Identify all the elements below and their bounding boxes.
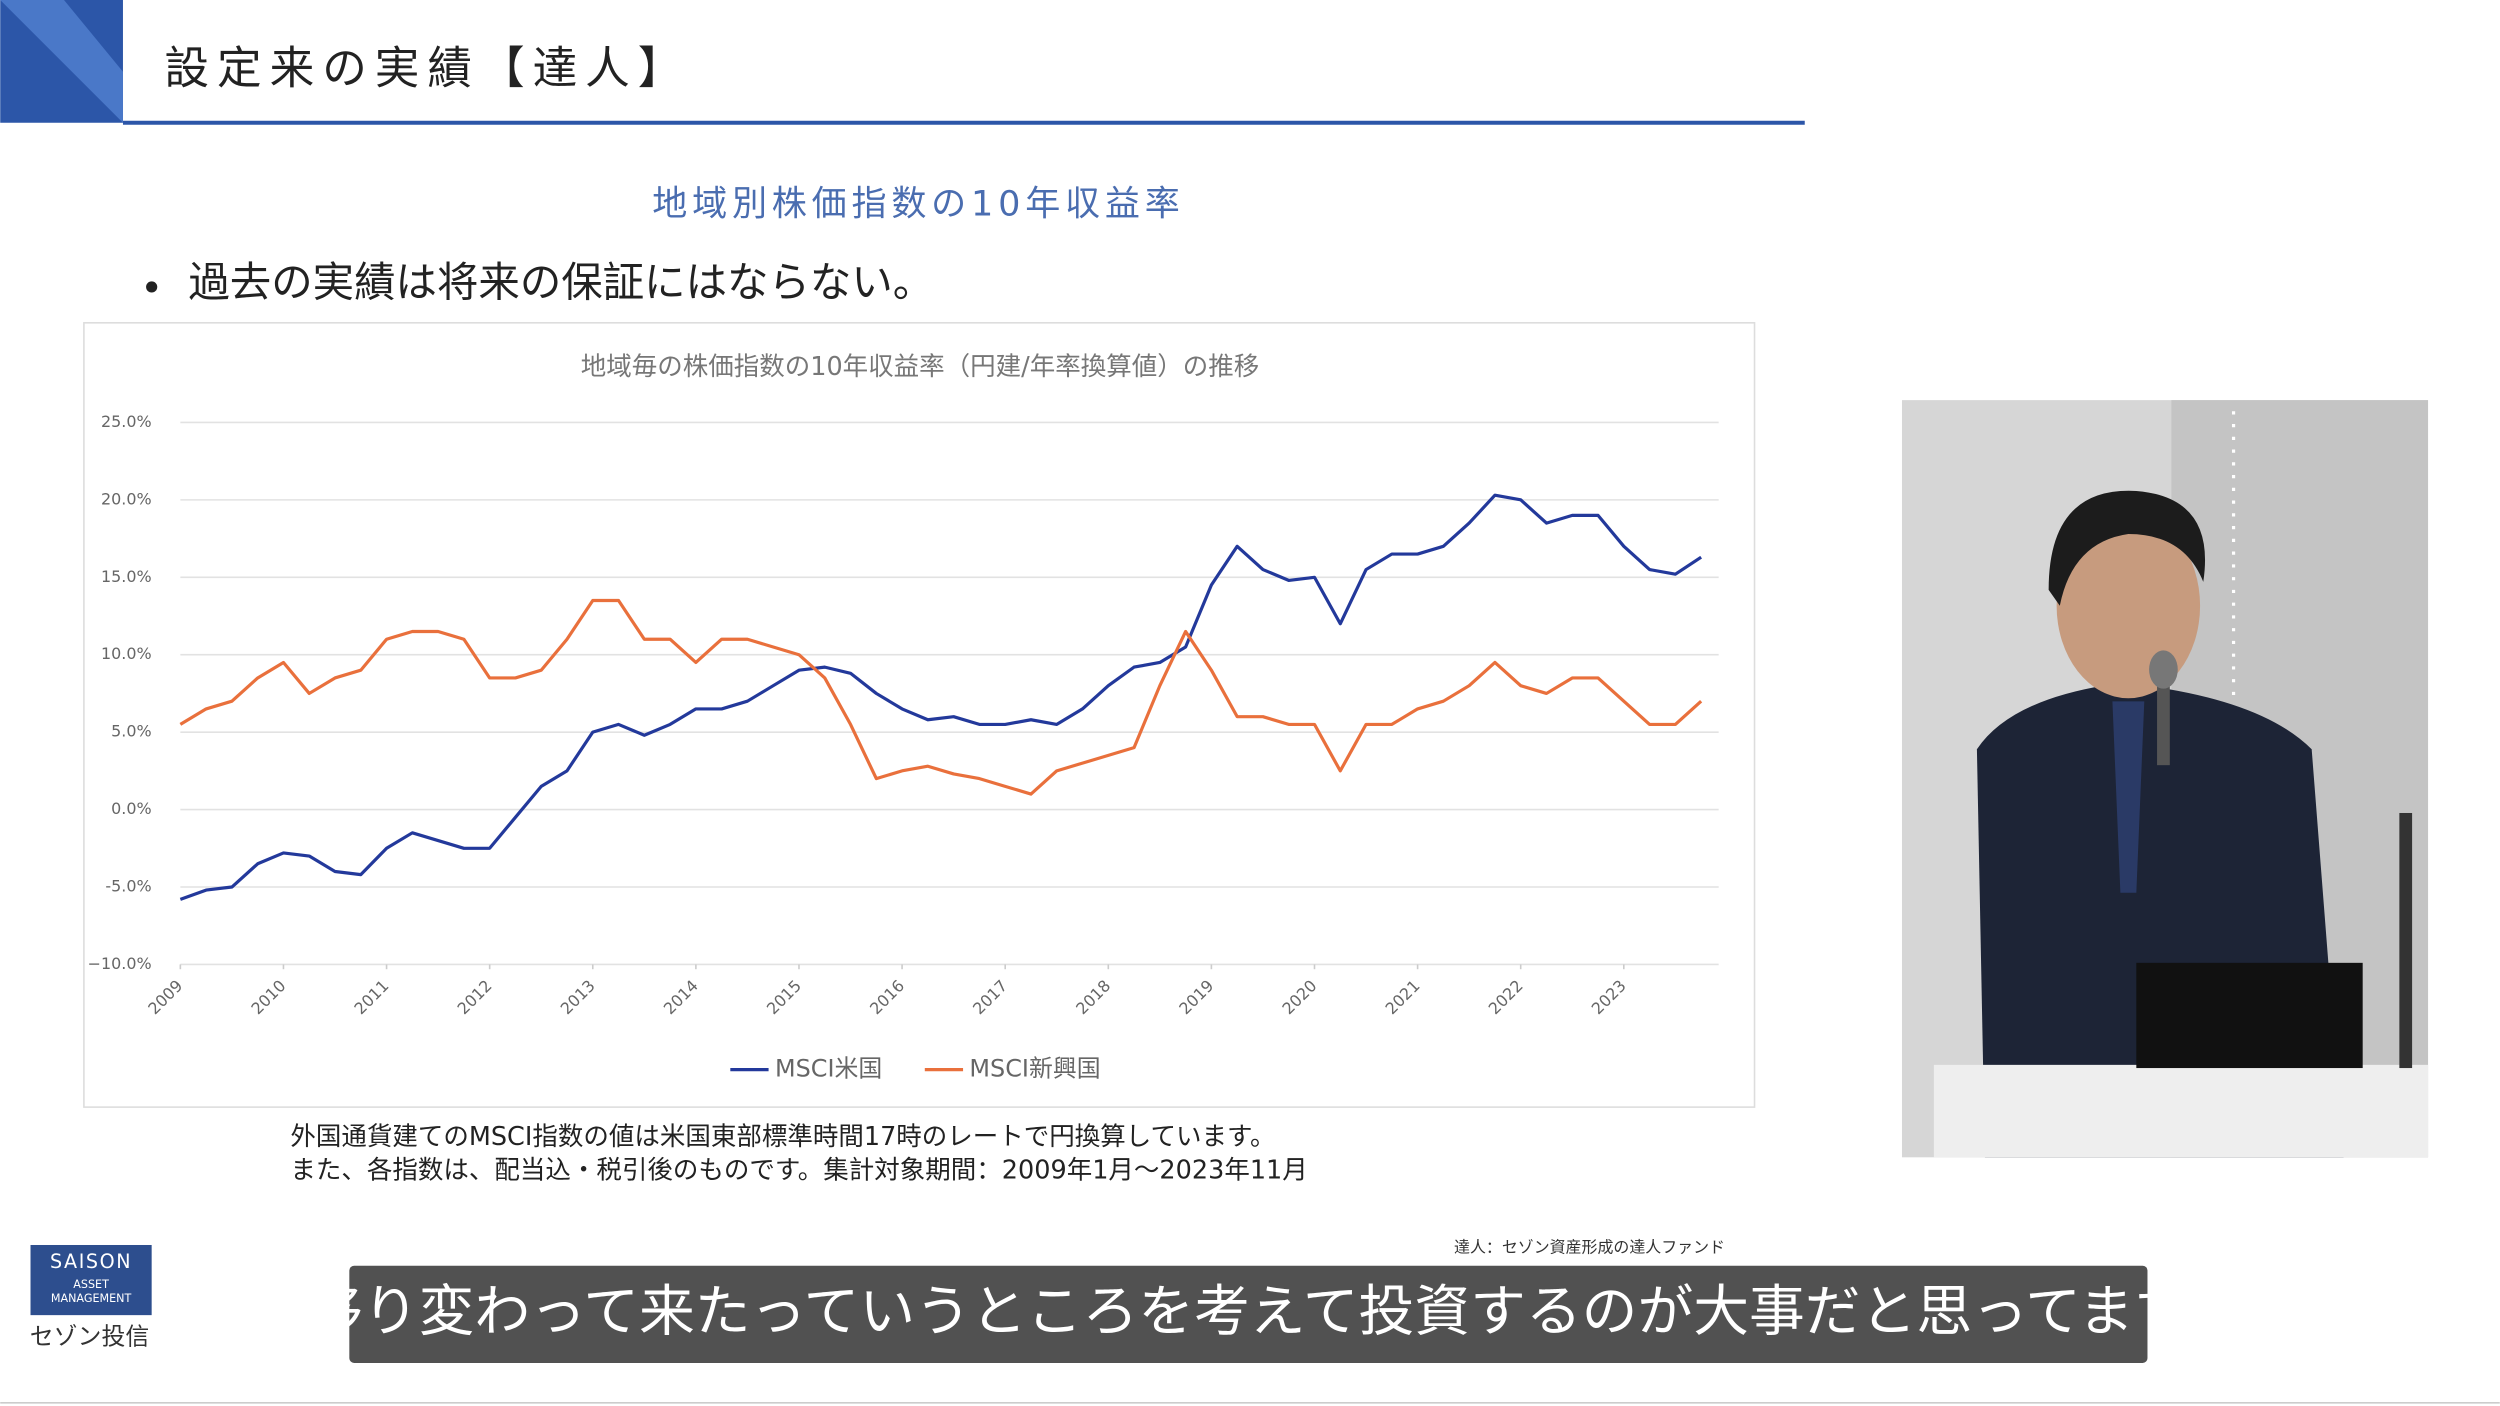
speaker-video xyxy=(1901,400,2429,1158)
logo-text: ASSET xyxy=(73,1278,109,1291)
caption-box xyxy=(349,1265,2148,1363)
note-line: また、各指数は、配当込・税引後のものです。集計対象期間：2009年1月～2023… xyxy=(290,1156,1307,1186)
logo-text: SAISON xyxy=(50,1250,132,1273)
note-line: 外国通貨建てのMSCI指数の値は米国東部標準時間17時のレートで円換算しています… xyxy=(290,1122,1275,1152)
legend-label: MSCI新興国 xyxy=(969,1055,1100,1083)
series-line xyxy=(179,493,1703,901)
header-title: 設定来の実績【達人】 xyxy=(164,43,690,95)
logo xyxy=(30,1244,152,1316)
chart-title: 地域毎の株価指数の10年収益率（円建/年率換算値）の推移 xyxy=(581,352,1260,382)
y-tick-label: 0.0% xyxy=(111,799,151,818)
fund-note: 達人：セゾン資産形成の達人ファンド xyxy=(1454,1238,1725,1257)
logo-text: MANAGEMENT xyxy=(51,1292,132,1305)
y-tick-label: 10.0% xyxy=(101,644,152,663)
slide-title: 地域別株価指数の10年収益率 xyxy=(652,184,1184,225)
bullet-dot xyxy=(146,281,158,293)
y-tick-label: 15.0% xyxy=(101,567,152,586)
y-tick-label: 5.0% xyxy=(111,722,151,741)
header-accent xyxy=(0,0,123,123)
y-tick-label: 20.0% xyxy=(101,489,152,508)
y-tick-label: −10.0% xyxy=(88,954,152,973)
caption-text: 移り変わって来たっていうところを考えて投資するのが大事だと思ってます xyxy=(307,1279,2190,1344)
bullet-text: 過去の実績は将来の保証にはならない。 xyxy=(188,258,934,306)
company-name: セゾン投信 xyxy=(30,1322,150,1350)
legend-label: MSCI米国 xyxy=(775,1055,882,1083)
y-tick-label: -5.0% xyxy=(105,877,151,896)
series-line xyxy=(179,598,1703,796)
y-tick-label: 25.0% xyxy=(101,412,152,431)
